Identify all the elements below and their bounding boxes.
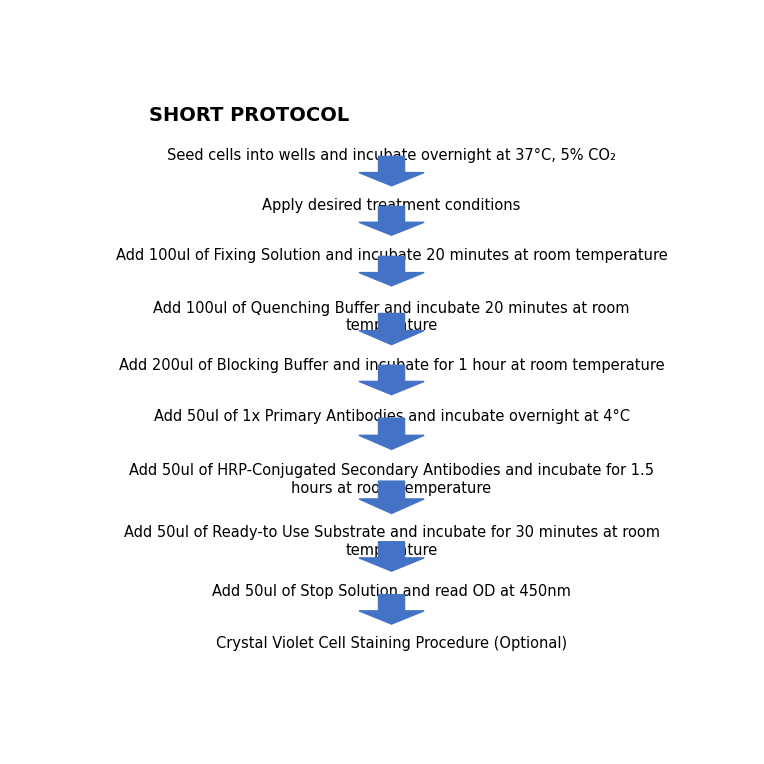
Polygon shape [359,257,424,286]
Polygon shape [359,313,424,345]
Polygon shape [359,206,424,235]
Polygon shape [359,542,424,571]
Polygon shape [359,418,424,449]
Polygon shape [359,481,424,513]
Polygon shape [359,594,424,624]
Text: Add 100ul of Fixing Solution and incubate 20 minutes at room temperature: Add 100ul of Fixing Solution and incubat… [115,248,668,263]
Polygon shape [359,365,424,395]
Text: Add 50ul of Ready-to Use Substrate and incubate for 30 minutes at room
temperatu: Add 50ul of Ready-to Use Substrate and i… [124,525,659,558]
Text: Add 100ul of Quenching Buffer and incubate 20 minutes at room
temperature: Add 100ul of Quenching Buffer and incuba… [154,300,630,333]
Text: Add 50ul of Stop Solution and read OD at 450nm: Add 50ul of Stop Solution and read OD at… [212,584,571,599]
Text: Crystal Violet Cell Staining Procedure (Optional): Crystal Violet Cell Staining Procedure (… [216,636,567,651]
Text: Add 200ul of Blocking Buffer and incubate for 1 hour at room temperature: Add 200ul of Blocking Buffer and incubat… [118,358,665,373]
Text: Apply desired treatment conditions: Apply desired treatment conditions [262,198,521,212]
Text: Seed cells into wells and incubate overnight at 37°C, 5% CO₂: Seed cells into wells and incubate overn… [167,147,616,163]
Text: Add 50ul of 1x Primary Antibodies and incubate overnight at 4°C: Add 50ul of 1x Primary Antibodies and in… [154,410,630,424]
Text: SHORT PROTOCOL: SHORT PROTOCOL [149,106,349,125]
Text: Add 50ul of HRP-Conjugated Secondary Antibodies and incubate for 1.5
hours at ro: Add 50ul of HRP-Conjugated Secondary Ant… [129,464,654,496]
Polygon shape [359,157,424,186]
